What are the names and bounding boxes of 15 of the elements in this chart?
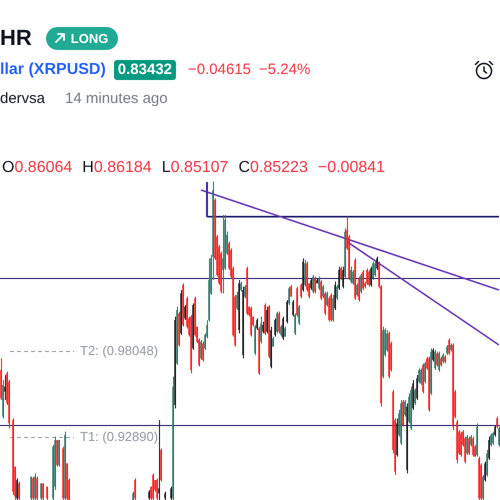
annotation: O0.86064 [2,159,72,176]
ref-line-label: T2: (0.98048) [80,343,158,358]
annotation: H0.86184 [82,159,152,176]
ref-line-label: T1: (0.92890) [80,429,158,444]
text: llar (XRPUSD) [0,60,106,80]
annotation: L0.85107 [162,159,228,176]
annotation: −5.24% [259,60,310,80]
annotation: 0.83432 [114,60,176,80]
annotation: LONG [70,30,108,46]
text: HR [0,24,32,52]
annotation: −0.04615 [188,60,252,80]
annotation: dervsa [0,89,46,109]
annotation: C0.85223 [238,159,308,176]
annotation: 14 minutes ago [65,89,168,109]
annotation: −0.00841 [318,159,386,176]
